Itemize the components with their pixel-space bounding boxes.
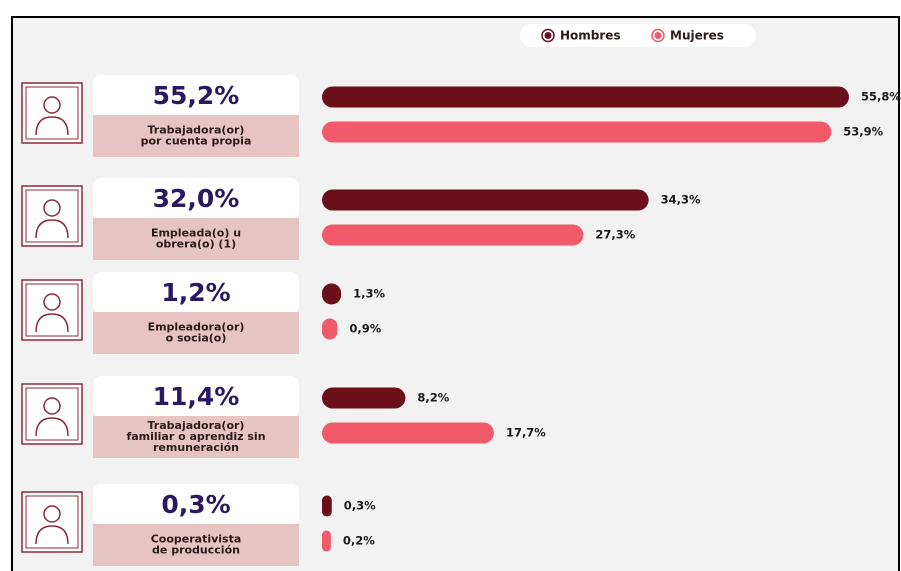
icon-body [35, 219, 69, 239]
value-label: 0,2% [343, 534, 375, 548]
value-label: 0,9% [349, 322, 381, 336]
category-label: obrera(o) (1) [156, 238, 236, 251]
bar [322, 86, 849, 108]
total-label: 11,4% [153, 382, 240, 411]
legend-label: Hombres [560, 29, 621, 43]
value-label: 53,9% [843, 125, 883, 139]
bar [322, 189, 649, 211]
bar [322, 387, 406, 409]
card-top [93, 484, 299, 526]
bar [322, 495, 332, 517]
icon-head [43, 397, 61, 415]
category-label: Cooperativista [151, 533, 242, 546]
category-label: Trabajadora(or) [148, 419, 245, 432]
category-label: Empleada(o) u [151, 227, 241, 240]
icon-frame-inner [25, 189, 79, 243]
value-label: 1,3% [353, 287, 385, 301]
icon-body [35, 525, 69, 545]
value-label: 27,3% [595, 228, 635, 242]
category-label: Empleadora(or) [148, 321, 245, 334]
icon-frame [21, 383, 83, 445]
total-label: 32,0% [153, 184, 240, 213]
icon-frame-inner [25, 86, 79, 140]
icon-body [35, 417, 69, 437]
icons [21, 82, 83, 553]
card-bottom [93, 416, 299, 458]
bar [322, 318, 338, 340]
category-label: de producción [152, 544, 240, 557]
icon-frame-inner [25, 283, 79, 337]
legend-ring [541, 28, 555, 43]
legend-dot [544, 32, 552, 39]
legend-ring [651, 28, 665, 43]
value-label: 17,7% [506, 426, 546, 440]
card-bottom [93, 218, 299, 260]
value-label: 55,8% [861, 90, 901, 104]
value-label: 8,2% [417, 391, 449, 405]
card-top [93, 376, 299, 418]
legend-dot [654, 32, 662, 39]
bar [322, 530, 331, 552]
icon-frame-inner [25, 387, 79, 441]
category-label: Trabajadora(or) [148, 124, 245, 137]
card-top [93, 272, 299, 314]
card-bottom [93, 115, 299, 157]
total-label: 0,3% [161, 490, 230, 519]
card-top [93, 178, 299, 220]
value-label: 34,3% [661, 193, 701, 207]
total-label: 1,2% [161, 278, 230, 307]
bar [322, 121, 832, 143]
icon-frame-inner [25, 495, 79, 549]
icon-body [35, 313, 69, 333]
category-label: por cuenta propia [141, 135, 252, 148]
legend-label: Mujeres [670, 29, 724, 43]
icon-body [35, 116, 69, 136]
icon-head [43, 199, 61, 217]
bar [322, 422, 494, 444]
icon-head [43, 293, 61, 311]
category-label: familiar o aprendiz sin [126, 430, 265, 443]
value-label: 0,3% [344, 499, 376, 513]
card-bottom [93, 312, 299, 354]
total-label: 55,2% [153, 81, 240, 110]
category-label: o socia(o) [166, 332, 227, 345]
bar [322, 224, 584, 246]
card-bottom [93, 524, 299, 566]
legend-box [520, 24, 756, 47]
bar [322, 283, 342, 305]
category-label: remuneración [153, 441, 239, 454]
card-top [93, 75, 299, 117]
icon-head [43, 96, 61, 114]
icon-head [43, 505, 61, 523]
